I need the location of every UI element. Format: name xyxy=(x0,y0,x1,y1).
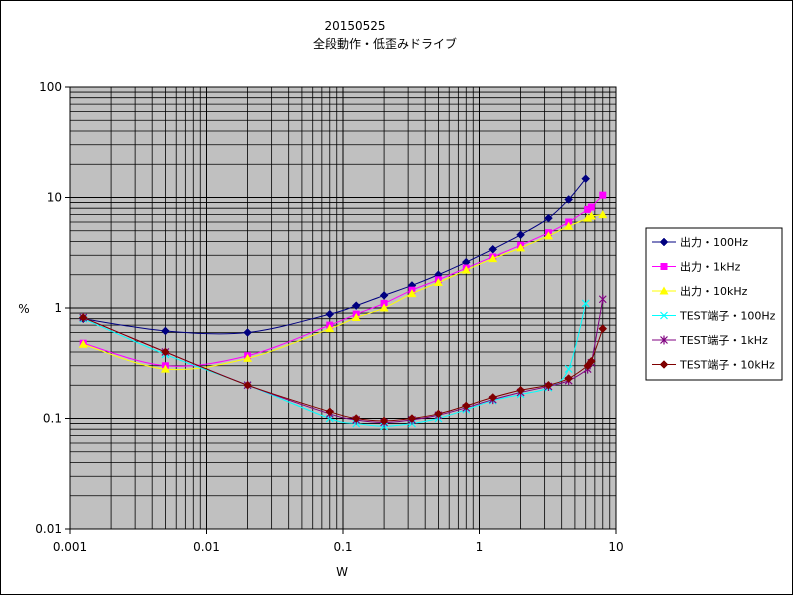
axes: 0.001 0.01 0.1 1 10 0.01 0.1 1 10 100 xyxy=(35,80,623,554)
data-point xyxy=(433,278,443,287)
data-point xyxy=(598,324,608,334)
data-point xyxy=(544,213,553,223)
data-point xyxy=(407,414,417,423)
x-tick-label: 0.1 xyxy=(333,540,352,554)
data-point xyxy=(584,205,592,213)
data-point xyxy=(564,374,574,383)
data-point xyxy=(351,414,361,423)
series-6 xyxy=(78,313,608,426)
data-point xyxy=(161,347,170,357)
data-point xyxy=(461,401,471,411)
legend-item: TEST端子・100Hz xyxy=(652,310,776,323)
y-tick-label: 0.01 xyxy=(35,522,62,536)
y-tick-label: 10 xyxy=(47,191,62,205)
x-tick-label: 0.001 xyxy=(53,540,87,554)
chart-subtitle: 全段動作・低歪みドライブ xyxy=(313,36,457,51)
legend-item: 出力・10kHz xyxy=(652,284,748,298)
chart-title: 20150525 xyxy=(324,19,385,33)
legend-label: 出力・1kHz xyxy=(680,260,741,274)
data-point xyxy=(325,309,335,319)
y-tick-label: 0.1 xyxy=(43,412,62,426)
data-point xyxy=(516,385,525,395)
data-point xyxy=(587,356,596,366)
data-point xyxy=(380,299,388,307)
x-tick-label: 10 xyxy=(608,540,623,554)
data-point xyxy=(379,416,389,426)
data-point xyxy=(351,301,361,311)
data-point xyxy=(161,326,170,336)
data-point xyxy=(599,191,607,199)
series-group xyxy=(78,174,608,431)
data-point xyxy=(543,231,553,240)
legend-marker xyxy=(660,311,668,320)
series-line xyxy=(83,214,603,371)
legend: 出力・100Hz 出力・1kHz 出力・10kHz TEST端子・100Hz TEST端… xyxy=(645,227,783,381)
legend-marker xyxy=(660,335,668,345)
gridlines xyxy=(70,87,616,529)
data-point xyxy=(564,221,574,230)
data-point xyxy=(488,393,498,402)
legend-marker xyxy=(660,263,668,270)
x-axis-label: W xyxy=(336,565,348,579)
data-point xyxy=(488,254,498,263)
data-point xyxy=(564,365,573,374)
data-point xyxy=(586,211,596,220)
data-point xyxy=(379,303,389,312)
legend-item: 出力・100Hz xyxy=(652,235,748,249)
data-point xyxy=(461,265,471,274)
data-point xyxy=(243,328,252,337)
y-tick-label: 1 xyxy=(54,301,62,315)
data-point xyxy=(583,213,593,222)
y-axis-label: % xyxy=(18,302,29,316)
data-point xyxy=(325,407,335,417)
data-point xyxy=(544,380,553,390)
data-point xyxy=(581,299,590,308)
data-point xyxy=(516,230,525,240)
legend-item: TEST端子・10kHz xyxy=(652,359,775,372)
data-point xyxy=(243,353,253,362)
data-point xyxy=(598,294,607,304)
data-point xyxy=(379,291,389,300)
data-point xyxy=(78,313,88,322)
data-point xyxy=(587,203,595,211)
legend-label: TEST端子・1kHz xyxy=(679,334,768,347)
data-point xyxy=(407,289,417,298)
data-point xyxy=(78,339,88,348)
x-tick-label: 1 xyxy=(476,540,484,554)
legend-label: 出力・100Hz xyxy=(680,235,748,249)
data-point xyxy=(434,409,443,419)
data-point xyxy=(351,313,361,322)
legend-marker xyxy=(659,237,669,247)
legend-marker xyxy=(659,286,669,295)
legend-marker xyxy=(659,360,669,369)
legend-item: 出力・1kHz xyxy=(652,260,741,274)
data-point xyxy=(564,195,574,204)
legend-box xyxy=(645,227,783,381)
legend-item: TEST端子・1kHz xyxy=(652,334,768,347)
data-point xyxy=(581,174,591,184)
data-point xyxy=(325,324,335,333)
x-tick-label: 0.01 xyxy=(193,540,220,554)
data-point xyxy=(516,243,526,252)
data-point xyxy=(243,380,252,390)
data-point xyxy=(598,210,608,219)
data-point xyxy=(160,364,170,373)
data-point xyxy=(488,244,498,254)
series-3 xyxy=(78,210,608,373)
legend-label: 出力・10kHz xyxy=(680,284,748,298)
legend-label: TEST端子・10kHz xyxy=(679,359,775,372)
legend-label: TEST端子・100Hz xyxy=(679,310,776,323)
y-tick-label: 100 xyxy=(39,80,62,94)
